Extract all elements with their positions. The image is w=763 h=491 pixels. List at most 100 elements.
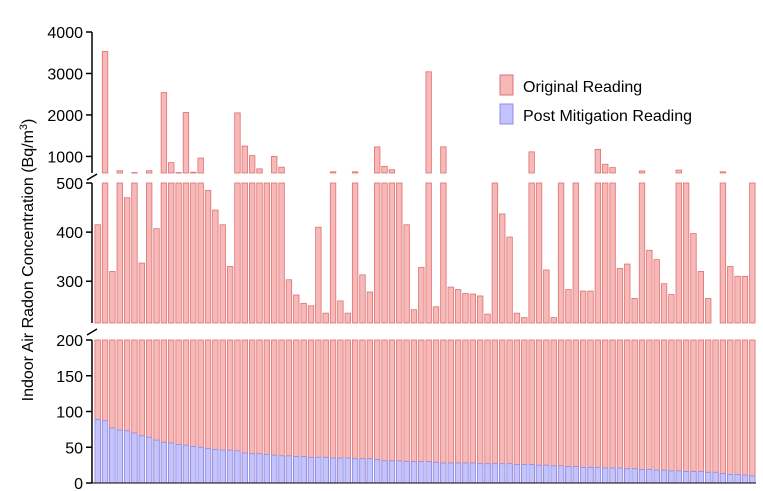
original-reading-bar	[565, 339, 572, 484]
original-reading-bar	[535, 182, 543, 324]
original-reading-bar	[131, 182, 138, 324]
original-reading-bar	[741, 339, 749, 484]
original-reading-bar	[146, 170, 153, 174]
original-reading-bar	[248, 155, 256, 174]
original-reading-bar	[734, 275, 741, 324]
post-mitigation-bar	[638, 469, 646, 484]
original-reading-bar	[212, 209, 219, 324]
original-reading-bar	[315, 226, 322, 324]
original-reading-bar	[749, 182, 756, 324]
original-reading-bar	[587, 339, 594, 484]
post-mitigation-bar	[602, 467, 609, 484]
original-reading-bar	[351, 182, 359, 324]
post-mitigation-bar	[499, 463, 506, 484]
original-reading-bar	[101, 182, 109, 324]
post-mitigation-bar	[535, 464, 543, 484]
original-reading-bar	[271, 182, 278, 324]
post-mitigation-bar	[175, 443, 182, 484]
original-reading-bar	[719, 171, 727, 174]
original-reading-bar	[425, 182, 432, 324]
post-mitigation-bar	[396, 460, 403, 484]
original-reading-bar	[234, 112, 241, 174]
original-reading-bar	[278, 166, 285, 174]
y-tick-label: 300	[56, 274, 83, 291]
post-mitigation-bar	[668, 470, 675, 484]
original-reading-bar	[705, 339, 712, 484]
post-mitigation-bar	[609, 467, 616, 484]
original-reading-bar	[116, 170, 123, 174]
post-mitigation-bar	[521, 464, 528, 484]
y-tick-label: 1000	[47, 149, 83, 166]
original-reading-bar	[241, 145, 248, 174]
post-mitigation-bar	[660, 469, 668, 484]
original-reading-bar	[513, 339, 521, 484]
post-mitigation-bar	[182, 444, 190, 484]
y-tick-labels: 0 50 100 150 200 300 400 500 1000 2000 3000 4000	[47, 25, 92, 491]
original-reading-bar	[579, 290, 587, 324]
original-reading-bar	[190, 182, 197, 324]
original-reading-bar	[697, 339, 705, 484]
post-mitigation-bar	[351, 458, 359, 484]
post-mitigation-bar	[381, 460, 388, 484]
original-reading-bar	[675, 339, 682, 484]
original-reading-bar	[285, 279, 293, 324]
post-mitigation-bar	[484, 463, 491, 484]
original-reading-bar	[153, 228, 160, 324]
post-mitigation-bar	[337, 457, 344, 484]
original-reading-bar	[624, 339, 631, 484]
original-reading-bar	[447, 339, 454, 484]
original-reading-bar	[609, 182, 616, 324]
original-reading-bar	[616, 339, 624, 484]
y-tick-label: 2000	[47, 108, 83, 125]
original-reading-bar	[513, 312, 521, 324]
post-mitigation-bar	[344, 457, 351, 484]
original-reading-bar	[491, 339, 499, 484]
original-reading-bar	[271, 156, 278, 174]
original-reading-bar	[175, 182, 182, 324]
original-reading-bar	[256, 182, 263, 324]
post-mitigation-bar	[572, 466, 579, 484]
post-mitigation-bar	[263, 453, 271, 484]
original-reading-bar	[727, 339, 734, 484]
original-reading-bar	[469, 339, 476, 484]
original-reading-bar	[388, 169, 396, 174]
original-reading-bar	[396, 182, 403, 324]
post-mitigation-bar	[594, 466, 602, 484]
y-tick-label: 150	[56, 369, 83, 386]
post-mitigation-bar	[491, 463, 499, 484]
post-mitigation-bar	[749, 475, 756, 484]
original-reading-bar	[359, 274, 366, 324]
y-tick-label: 0	[74, 476, 83, 491]
original-reading-bar	[528, 182, 535, 324]
original-reading-bar	[528, 151, 535, 174]
original-reading-bar	[675, 169, 682, 174]
original-reading-bar	[719, 339, 727, 484]
post-mitigation-bar	[646, 469, 653, 484]
original-reading-bar	[675, 182, 682, 324]
post-mitigation-bar	[219, 449, 226, 484]
post-mitigation-bar	[197, 446, 204, 484]
original-reading-bar	[565, 289, 572, 324]
post-mitigation-bar	[705, 471, 712, 484]
original-reading-bar	[234, 182, 241, 324]
y-tick-label: 500	[56, 176, 83, 193]
original-reading-bar	[101, 51, 109, 174]
original-reading-bar	[440, 339, 447, 484]
original-reading-bar	[579, 339, 587, 484]
original-reading-bar	[226, 266, 234, 324]
post-mitigation-bar	[234, 450, 241, 484]
original-reading-bar	[293, 294, 300, 324]
bars-layer	[94, 51, 756, 484]
original-reading-bar	[660, 339, 668, 484]
original-reading-bar	[727, 266, 734, 324]
axis-break-mark	[86, 173, 98, 181]
post-mitigation-bar	[477, 463, 484, 484]
original-reading-bar	[410, 309, 418, 324]
post-mitigation-bar	[447, 462, 454, 484]
post-mitigation-bar	[727, 474, 734, 484]
post-mitigation-bar	[690, 471, 697, 484]
original-reading-bar	[477, 339, 484, 484]
post-mitigation-bar	[653, 469, 660, 484]
original-reading-bar	[609, 167, 616, 174]
original-reading-bar	[418, 267, 425, 324]
